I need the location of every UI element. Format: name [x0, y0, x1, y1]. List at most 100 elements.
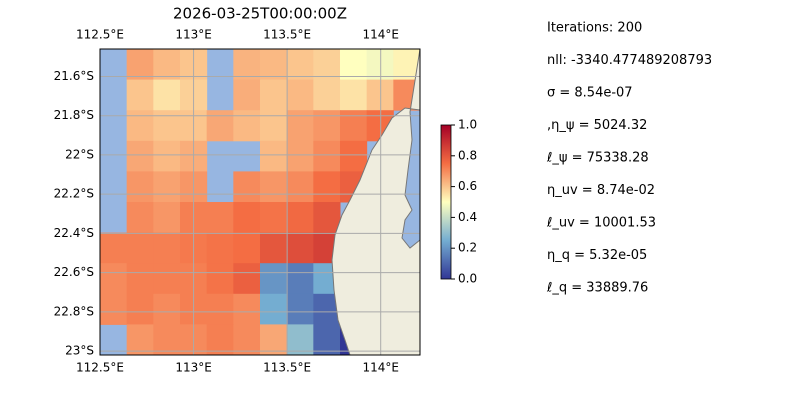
lon-label-top: 112.5°E: [76, 28, 124, 42]
heat-cell: [233, 293, 261, 325]
heat-cell: [260, 49, 288, 81]
param-text: ,η_ψ = 5024.32: [547, 118, 647, 133]
heat-cell: [313, 140, 341, 172]
heat-cell: [153, 232, 181, 264]
lat-label: 21.8°S: [54, 108, 94, 122]
heat-cell: [260, 202, 288, 234]
heat-cell: [206, 324, 234, 355]
heat-cell: [340, 79, 368, 111]
colorbar-tick-label: 1.0: [458, 118, 477, 132]
lon-label-top: 113.5°E: [263, 28, 311, 42]
lon-label-bottom: 113°E: [175, 361, 212, 375]
lon-label-top: 114°E: [362, 28, 399, 42]
param-text: η_q = 5.32e-05: [547, 248, 647, 263]
heat-cell: [286, 293, 314, 325]
lon-label-bottom: 112.5°E: [76, 361, 124, 375]
heat-cell: [126, 140, 154, 172]
map-frame: [99, 48, 421, 356]
heat-cell: [233, 171, 261, 203]
heat-cell: [206, 110, 234, 142]
param-text: Iterations: 200: [547, 21, 642, 36]
map: [100, 49, 420, 355]
heat-cell: [206, 293, 234, 325]
heat-cell: [260, 110, 288, 142]
title: 2026-03-25T00:00:00Z: [173, 5, 347, 23]
heat-cell: [153, 79, 181, 111]
heat-cell: [206, 202, 234, 234]
lat-label: 22.2°S: [54, 187, 94, 201]
lon-label-top: 113°E: [175, 28, 212, 42]
lat-label: 22.6°S: [54, 265, 94, 279]
lat-label: 21.6°S: [54, 69, 94, 83]
heat-cell: [313, 202, 341, 234]
heat-cell: [233, 49, 261, 81]
heat-cell: [233, 324, 261, 355]
lon-label-bottom: 114°E: [362, 361, 399, 375]
heat-cell: [340, 140, 368, 172]
colorbar-tick-label: 0.6: [458, 179, 477, 193]
heat-cell: [286, 232, 314, 264]
heat-cell: [286, 140, 314, 172]
heat-cell: [153, 49, 181, 81]
heat-cell: [286, 263, 314, 295]
param-text: ℓ_uv = 10001.53: [546, 216, 656, 231]
heat-cell: [260, 232, 288, 264]
heat-cell: [260, 263, 288, 295]
heat-cell: [313, 79, 341, 111]
heat-cell: [233, 79, 261, 111]
heat-cell: [286, 324, 314, 355]
heat-cell: [313, 171, 341, 203]
colorbar-tick-label: 0.8: [458, 148, 477, 162]
heat-cell: [340, 49, 368, 81]
heat-cell: [126, 110, 154, 142]
heat-cell: [233, 202, 261, 234]
heat-cell: [233, 110, 261, 142]
heat-cell: [206, 232, 234, 264]
heat-cell: [260, 79, 288, 111]
heat-cell: [153, 171, 181, 203]
lat-label: 22°S: [65, 147, 94, 161]
lat-label: 22.8°S: [54, 304, 94, 318]
heat-cell: [260, 293, 288, 325]
param-text: ℓ_ψ = 75338.28: [546, 151, 649, 166]
heat-cell: [153, 263, 181, 295]
colorbar-tick-label: 0.0: [458, 272, 477, 286]
heat-cell: [100, 293, 128, 325]
graticule: [100, 49, 420, 355]
heat-cell: [340, 110, 368, 142]
lat-label: 23°S: [65, 344, 94, 358]
heat-cell: [126, 171, 154, 203]
heat-cell: [286, 110, 314, 142]
heat-cell: [126, 49, 154, 81]
heat-cell: [153, 324, 181, 355]
heat-cell: [153, 202, 181, 234]
heat-cell: [260, 171, 288, 203]
lon-label-bottom: 113.5°E: [263, 361, 311, 375]
heat-cell: [126, 202, 154, 234]
heat-cell: [233, 263, 261, 295]
heat-cell: [286, 49, 314, 81]
heat-cell: [153, 140, 181, 172]
heat-cell: [260, 324, 288, 355]
heat-cell: [100, 263, 128, 295]
colorbar-tick-label: 0.4: [458, 210, 477, 224]
heat-cell: [153, 110, 181, 142]
heat-cell: [126, 79, 154, 111]
heat-cell: [126, 263, 154, 295]
lat-label: 22.4°S: [54, 226, 94, 240]
param-text: ℓ_q = 33889.76: [546, 281, 648, 296]
param-text: σ = 8.54e-07: [547, 86, 633, 101]
heat-cell: [126, 324, 154, 355]
heat-cell: [286, 202, 314, 234]
heat-cell: [153, 293, 181, 325]
heat-cell: [286, 171, 314, 203]
param-text: η_uv = 8.74e-02: [547, 183, 655, 198]
heat-cell: [286, 79, 314, 111]
heat-cell: [233, 232, 261, 264]
heat-cell: [313, 110, 341, 142]
heat-cell: [126, 293, 154, 325]
colorbar: [440, 124, 452, 280]
heat-cell: [260, 140, 288, 172]
param-text: nll: -3340.477489208793: [547, 53, 712, 68]
